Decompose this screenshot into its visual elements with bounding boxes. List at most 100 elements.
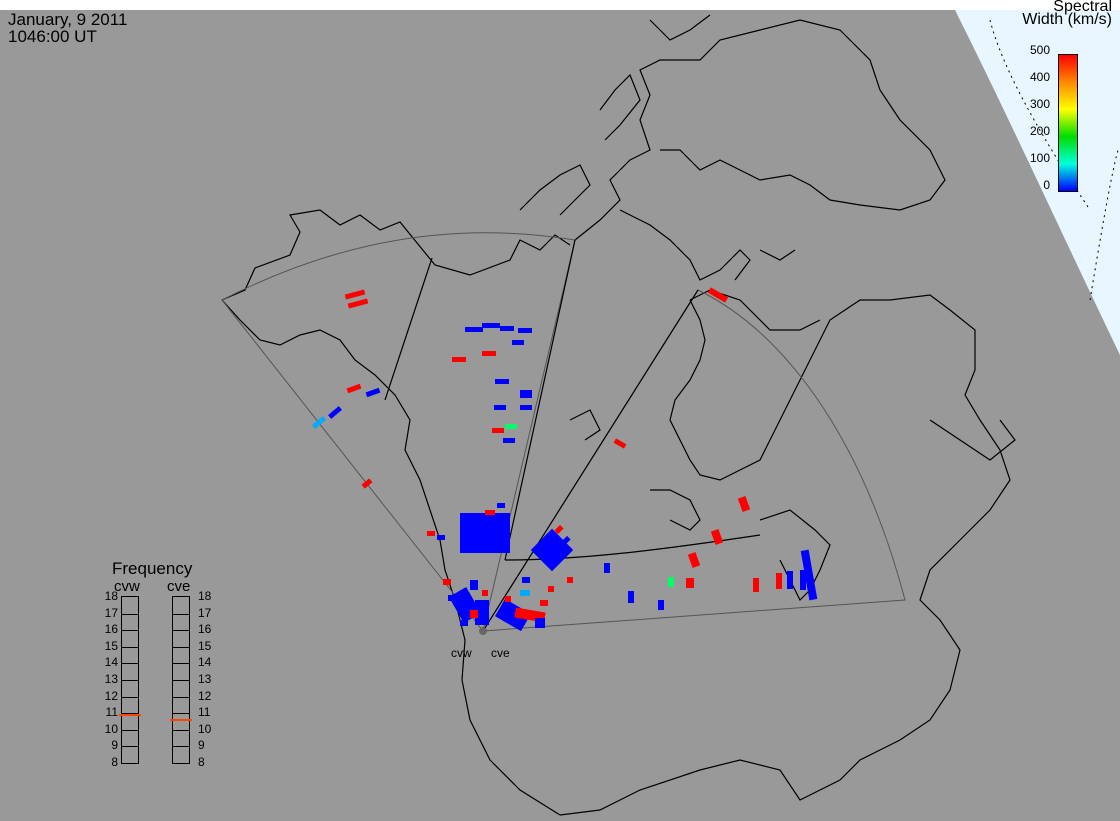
frequency-gridline bbox=[122, 646, 138, 648]
backscatter-cell bbox=[613, 438, 627, 449]
frequency-tick-right: 9 bbox=[198, 738, 205, 753]
station-label-cvw: cvw bbox=[451, 646, 472, 660]
backscatter-cell bbox=[520, 405, 532, 410]
frequency-tick-left: 8 bbox=[111, 755, 118, 769]
frequency-tick-right: 17 bbox=[198, 605, 212, 620]
backscatter-cell bbox=[668, 577, 674, 587]
backscatter-cell bbox=[346, 383, 362, 394]
frequency-gridline bbox=[122, 630, 138, 632]
backscatter-cell bbox=[776, 573, 782, 589]
backscatter-cell bbox=[561, 535, 571, 546]
backscatter-cell bbox=[494, 405, 506, 410]
date-label: January, 9 2011 bbox=[8, 10, 128, 29]
backscatter-cell bbox=[482, 323, 500, 328]
frequency-tick-left: 18 bbox=[104, 589, 118, 603]
frequency-gridline bbox=[173, 696, 189, 698]
frequency-tick-left: 9 bbox=[111, 738, 118, 753]
backscatter-cell bbox=[687, 552, 701, 568]
backscatter-cell bbox=[482, 590, 488, 596]
colorbar-title-line2: Width (km/s) bbox=[1022, 11, 1112, 28]
frequency-tick-right: 14 bbox=[198, 655, 212, 670]
frequency-gridline bbox=[173, 746, 189, 748]
backscatter-cell bbox=[495, 598, 531, 632]
frequency-title: Frequency bbox=[112, 559, 193, 578]
frequency-marker bbox=[170, 718, 192, 721]
colorbar-tick-300: 300 bbox=[1029, 97, 1050, 111]
backscatter-cell bbox=[482, 351, 496, 356]
colorbar-tick-500: 500 bbox=[1029, 43, 1050, 57]
frequency-gridline bbox=[173, 680, 189, 681]
backscatter-cell bbox=[495, 379, 509, 384]
frequency-gridline bbox=[173, 729, 189, 731]
frequency-tick-left: 15 bbox=[104, 638, 118, 653]
backscatter-cell bbox=[505, 596, 511, 602]
frequency-gridline bbox=[122, 696, 138, 698]
frequency-gridline bbox=[173, 663, 189, 665]
frequency-gridline bbox=[122, 746, 138, 748]
colorbar-tick-200: 200 bbox=[1029, 124, 1050, 138]
frequency-tick-left: 13 bbox=[104, 672, 118, 686]
frequency-tick-right: 13 bbox=[198, 672, 212, 686]
backscatter-cell bbox=[452, 357, 466, 362]
frequency-gridline bbox=[122, 663, 138, 665]
backscatter-cell bbox=[800, 549, 818, 601]
frequency-tick-right: 15 bbox=[198, 638, 212, 653]
frequency-tick-left: 16 bbox=[104, 622, 118, 637]
backscatter-cell bbox=[470, 610, 478, 618]
time-label: 1046:00 UT bbox=[8, 27, 97, 46]
backscatter-cell bbox=[505, 424, 517, 429]
backscatter-cell bbox=[535, 618, 545, 628]
radar-site-marker bbox=[479, 627, 487, 635]
backscatter-cell bbox=[465, 327, 483, 332]
frequency-column-cvw bbox=[119, 596, 141, 764]
frequency-gridline bbox=[122, 713, 138, 715]
backscatter-cell bbox=[365, 387, 381, 398]
backscatter-cell bbox=[787, 571, 793, 589]
backscatter-cell bbox=[710, 529, 724, 545]
frequency-gridline bbox=[173, 713, 189, 715]
backscatter-cell bbox=[800, 570, 806, 590]
backscatter-cell bbox=[347, 298, 369, 309]
colorbar bbox=[1058, 54, 1078, 192]
backscatter-cell bbox=[443, 579, 451, 585]
frequency-tick-right: 18 bbox=[198, 589, 212, 603]
backscatter-cell bbox=[427, 531, 435, 536]
backscatter-cell bbox=[503, 438, 515, 443]
backscatter-cell bbox=[312, 416, 326, 429]
frequency-tick-left: 10 bbox=[104, 721, 118, 736]
backscatter-cell bbox=[344, 289, 366, 300]
fov-boundaries bbox=[384, 239, 761, 632]
backscatter-cell bbox=[548, 586, 554, 592]
frequency-label-cvw: cvw bbox=[114, 578, 140, 595]
backscatter-cell bbox=[518, 328, 532, 333]
backscatter-cell bbox=[460, 513, 510, 553]
backscatter-cell bbox=[554, 524, 564, 535]
backscatter-cell bbox=[753, 578, 759, 592]
backscatter-cell bbox=[686, 578, 694, 588]
backscatter-cell bbox=[604, 563, 610, 573]
backscatter-cell bbox=[520, 590, 530, 596]
backscatter-cell bbox=[361, 478, 373, 489]
backscatter-cell bbox=[522, 577, 530, 583]
frequency-gridline bbox=[122, 613, 138, 615]
backscatter-cell bbox=[737, 496, 751, 512]
frequency-gridline bbox=[173, 630, 189, 632]
backscatter-cell bbox=[460, 620, 468, 626]
colorbar-tick-0: 0 bbox=[1043, 178, 1050, 192]
colorbar-tick-100: 100 bbox=[1029, 151, 1050, 165]
frequency-column-cve bbox=[170, 596, 192, 764]
top-strip bbox=[0, 0, 1120, 10]
backscatter-cell bbox=[658, 600, 664, 610]
frequency-tick-right: 10 bbox=[198, 721, 212, 736]
frequency-tick-left: 11 bbox=[105, 705, 118, 720]
frequency-gridline bbox=[122, 680, 138, 681]
fov-outlines bbox=[221, 232, 906, 633]
backscatter-cell bbox=[628, 591, 634, 603]
frequency-tick-left: 14 bbox=[104, 655, 118, 670]
colorbar-title-line1: Spectral bbox=[1053, 0, 1112, 15]
coastlines bbox=[221, 14, 1016, 816]
frequency-marker bbox=[119, 713, 141, 716]
frequency-gridline bbox=[122, 729, 138, 731]
backscatter-cell bbox=[328, 406, 342, 419]
